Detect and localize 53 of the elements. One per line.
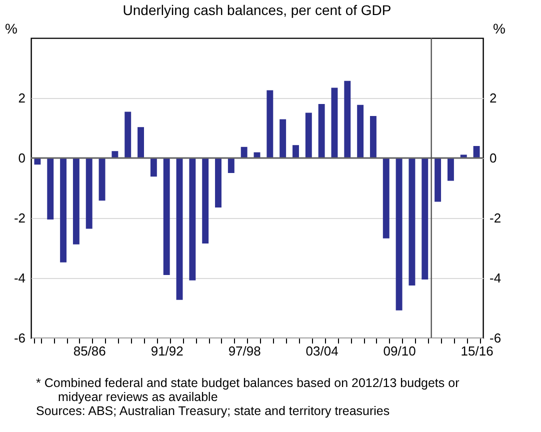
x-tick-label: 03/04 [306,344,338,358]
bar [292,145,299,158]
bar [189,158,196,280]
bar [72,158,80,244]
bar [60,158,67,262]
y2-axis-title: % [493,20,506,36]
bar [357,104,364,158]
bar [98,158,106,201]
y2-tick-label: -4 [490,270,502,286]
bar [370,116,376,158]
bar [228,158,234,173]
y-tick-label: -4 [14,270,26,286]
bar [266,90,274,158]
y-tick-label: -6 [14,330,26,346]
bar [124,112,132,158]
bar [86,158,92,229]
bar [408,158,416,286]
bar [434,158,442,202]
bar [305,112,312,158]
bar [202,158,209,244]
bar [422,158,428,280]
bar [473,146,480,158]
bar [344,80,351,158]
source-note: Sources: ABS; Australian Treasury; state and territory treasuries [36,404,391,418]
x-tick-label: 97/98 [228,344,261,358]
y-tick-label: 2 [18,90,26,106]
x-tick-label: 15/16 [460,344,494,358]
bar [176,158,183,300]
y2-tick-label: -6 [490,330,502,346]
text: * Combined federal and state budget balances based on 2012/13 budgets or midyear reviews as available [36,376,460,404]
x-tick-label: 09/10 [383,344,416,358]
bar [280,119,286,158]
x-tick-label: 91/92 [150,344,184,358]
bar [396,158,402,310]
y-tick-label: 0 [18,150,26,166]
y2-tick-label: 2 [490,90,497,106]
y2-tick-label: 0 [490,150,497,166]
y-tick-label: -2 [14,210,26,226]
bar [382,158,390,238]
bar [240,146,248,158]
bar [138,127,144,158]
y-axis-title: % [5,20,18,36]
bar [163,158,170,275]
x-tick-label: 85/86 [73,344,106,358]
bar [47,158,54,220]
chart-title: Underlying cash balances, per cent of GDP [122,2,392,18]
bar [447,158,454,181]
y2-tick-label: -2 [490,210,502,226]
bar [150,158,157,177]
bar [112,151,118,158]
bar [331,88,338,158]
bar [318,104,325,158]
bar [215,158,222,208]
